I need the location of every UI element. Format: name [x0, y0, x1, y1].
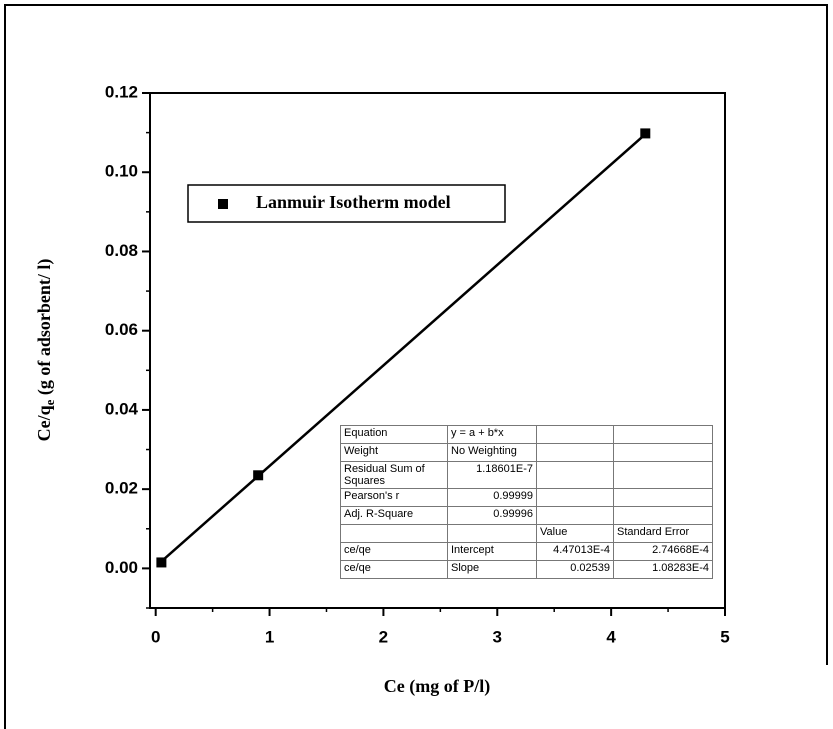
table-cell: Value: [536, 524, 614, 543]
table-cell: Standard Error: [613, 524, 713, 543]
table-cell: [447, 524, 537, 543]
table-row: ce/qe Intercept 4.47013E-4 2.74668E-4: [340, 542, 713, 561]
x-axis-title: Ce (mg of P/l): [384, 676, 490, 697]
data-point: [156, 557, 167, 568]
table-cell: [613, 506, 713, 525]
y-tick-label: 0.00: [105, 558, 138, 577]
y-tick-label: 0.12: [105, 82, 138, 101]
table-cell: 0.99996: [447, 506, 537, 525]
table-cell: y = a + b*x: [447, 425, 537, 444]
table-cell: [536, 488, 614, 507]
y-title-sub: e: [42, 399, 57, 405]
table-cell: [613, 488, 713, 507]
table-row: Weight No Weighting: [340, 443, 713, 462]
y-tick-label: 0.02: [105, 479, 138, 498]
table-cell: ce/qe: [340, 542, 448, 561]
table-cell: [536, 425, 614, 444]
x-tick-label: 5: [720, 627, 729, 646]
x-tick-label: 0: [151, 627, 160, 646]
y-tick-label: 0.06: [105, 320, 138, 339]
table-cell: 2.74668E-4: [613, 542, 713, 561]
table-cell: 0.99999: [447, 488, 537, 507]
plot-frame: [149, 92, 726, 609]
table-cell: Equation: [340, 425, 448, 444]
y-tick-label: 0.08: [105, 241, 138, 260]
table-cell: 1.08283E-4: [613, 560, 713, 579]
table-cell: [613, 461, 713, 489]
table-cell: 0.02539: [536, 560, 614, 579]
table-row: Equation y = a + b*x: [340, 425, 713, 444]
y-axis-title: Ce/qe (g of adsorbent/ l): [34, 259, 57, 442]
stats-table: Equation y = a + b*x Weight No Weighting Res…: [340, 425, 713, 579]
table-cell: Residual Sum of Squares: [340, 461, 448, 489]
x-tick-label: 2: [379, 627, 388, 646]
table-cell: ce/qe: [340, 560, 448, 579]
frame: [4, 4, 828, 729]
legend-marker: [218, 199, 228, 209]
table-cell: [536, 443, 614, 462]
table-row: Adj. R-Square 0.99996: [340, 506, 713, 525]
table-cell: [340, 524, 448, 543]
table-cell: Weight: [340, 443, 448, 462]
legend-box: [187, 184, 506, 223]
table-cell: [613, 425, 713, 444]
table-row: ce/qe Slope 0.02539 1.08283E-4: [340, 560, 713, 579]
table-cell: Pearson's r: [340, 488, 448, 507]
table-cell: [613, 443, 713, 462]
table-cell: [536, 461, 614, 489]
y-title-main: Ce/q: [34, 405, 54, 441]
table-cell: Intercept: [447, 542, 537, 561]
y-tick-label: 0.10: [105, 162, 138, 181]
data-point: [253, 470, 264, 481]
x-tick-label: 1: [265, 627, 274, 646]
x-tick-label: 4: [606, 627, 616, 646]
data-point: [640, 128, 651, 139]
table-row: Pearson's r 0.99999: [340, 488, 713, 507]
table-cell: 4.47013E-4: [536, 542, 614, 561]
table-cell: No Weighting: [447, 443, 537, 462]
table-row: Value Standard Error: [340, 524, 713, 543]
legend-label: Lanmuir Isotherm model: [256, 192, 451, 212]
table-cell: 1.18601E-7: [447, 461, 537, 489]
table-cell: Adj. R-Square: [340, 506, 448, 525]
table-cell: Slope: [447, 560, 537, 579]
y-title-suffix: (g of adsorbent/ l): [34, 259, 55, 400]
x-tick-label: 3: [493, 627, 502, 646]
y-tick-label: 0.04: [105, 399, 139, 418]
fit-line: [159, 133, 647, 564]
table-row: Residual Sum of Squares 1.18601E-7: [340, 461, 713, 489]
table-cell: [536, 506, 614, 525]
